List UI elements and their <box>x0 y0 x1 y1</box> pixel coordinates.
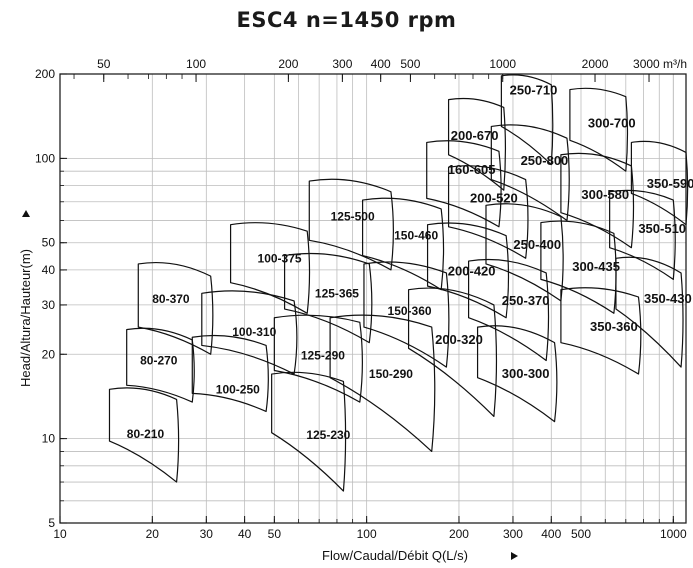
pump-label-80-210: 80-210 <box>127 427 165 441</box>
pump-curve-350-510 <box>609 189 676 280</box>
pump-curve-200-320 <box>407 287 498 418</box>
pump-curve-80-370 <box>137 261 214 355</box>
pump-curve-150-290 <box>329 314 436 453</box>
pump-curve-200-670 <box>447 97 507 191</box>
pump-curves: 80-210 80-270 80-370 100-250 100-310 100-375 1… <box>108 74 693 492</box>
pump-curve-125-230 <box>271 371 347 492</box>
x-tick-label: 50 <box>268 527 282 541</box>
pump-label-125-500: 125-500 <box>331 210 375 224</box>
top-tick-label: 50 <box>97 57 111 71</box>
x-tick-label: 300 <box>503 527 523 541</box>
y-tick-label: 10 <box>42 432 56 446</box>
pump-label-300-435: 300-435 <box>572 259 620 274</box>
pump-curve-100-310 <box>201 290 298 375</box>
x-axis-arrow-icon <box>511 552 518 560</box>
pump-label-200-670: 200-670 <box>451 128 499 143</box>
pump-label-350-590: 350-590 <box>647 176 693 191</box>
chart-title: ESC4 n=1450 rpm <box>236 8 457 32</box>
pump-label-350-430: 350-430 <box>644 291 692 306</box>
y-tick-label: 100 <box>35 151 55 165</box>
top-tick-label: 100 <box>186 57 206 71</box>
x-tick-label: 10 <box>53 527 67 541</box>
pump-label-125-365: 125-365 <box>315 286 359 300</box>
x-tick-label: 30 <box>200 527 214 541</box>
pump-label-350-360: 350-360 <box>590 319 638 334</box>
pump-curve-125-500 <box>308 178 394 271</box>
top-tick-label: 500 <box>400 57 420 71</box>
pump-curve-80-270 <box>126 327 195 403</box>
pump-label-250-370: 250-370 <box>502 293 550 308</box>
x-tick-label: 1000 <box>660 527 687 541</box>
x-axis-label: Flow/Caudal/Débit Q(L/s) <box>322 548 468 563</box>
pump-label-100-375: 100-375 <box>258 251 302 265</box>
pump-curve-250-400 <box>485 203 564 302</box>
pump-label-150-460: 150-460 <box>394 229 438 243</box>
x-tick-label: 400 <box>541 527 561 541</box>
pump-curve-350-430 <box>615 256 684 368</box>
pump-label-250-800: 250-800 <box>521 153 569 168</box>
top-tick-label: 200 <box>278 57 298 71</box>
top-tick-label: 400 <box>371 57 391 71</box>
pump-label-200-520: 200-520 <box>470 190 518 205</box>
pump-label-250-400: 250-400 <box>513 237 561 252</box>
pump-label-300-700: 300-700 <box>588 116 636 131</box>
pump-label-300-300: 300-300 <box>502 366 550 381</box>
pump-label-150-290: 150-290 <box>369 367 413 381</box>
pump-label-125-230: 125-230 <box>306 428 350 442</box>
y-tick-label: 40 <box>42 263 56 277</box>
y-tick-label: 200 <box>35 67 55 81</box>
pump-curve-250-710 <box>500 74 554 166</box>
pump-curve-150-460 <box>361 197 445 291</box>
pump-curve-300-300 <box>476 325 558 423</box>
pump-label-160-605: 160-605 <box>448 162 496 177</box>
pump-curve-350-590 <box>630 140 689 226</box>
pump-label-250-710: 250-710 <box>510 82 558 97</box>
pump-curve-125-290 <box>273 314 363 403</box>
pump-curve-150-360 <box>363 261 450 368</box>
pump-label-125-290: 125-290 <box>301 348 345 362</box>
pump-label-150-360: 150-360 <box>388 304 432 318</box>
pump-curve-300-700 <box>569 87 629 172</box>
top-tick-label: 3000 m³/h <box>633 57 687 71</box>
y-tick-label: 5 <box>48 516 55 530</box>
pump-label-350-510: 350-510 <box>638 221 686 236</box>
x-tick-label: 100 <box>357 527 377 541</box>
pump-curve-125-365 <box>283 252 373 344</box>
x-tick-label: 500 <box>571 527 591 541</box>
pump-curve-200-520 <box>447 165 529 259</box>
pump-label-200-420: 200-420 <box>448 263 496 278</box>
x-tick-label: 40 <box>238 527 252 541</box>
y-tick-label: 50 <box>42 236 56 250</box>
pump-curve-100-375 <box>229 222 311 314</box>
pump-label-200-320: 200-320 <box>435 332 483 347</box>
pump-label-80-370: 80-370 <box>152 292 190 306</box>
pump-curve-300-580 <box>560 152 635 249</box>
grid <box>60 74 686 523</box>
pump-label-100-250: 100-250 <box>216 382 260 396</box>
y-tick-label: 20 <box>42 347 56 361</box>
top-tick-label: 2000 <box>582 57 609 71</box>
plot-area <box>59 73 687 524</box>
pump-curve-200-420 <box>426 222 510 319</box>
x-tick-label: 200 <box>449 527 469 541</box>
top-tick-label: 1000 <box>489 57 516 71</box>
y-axis-label: Head/Altura/Hauteur(m) <box>18 249 33 387</box>
pump-label-300-580: 300-580 <box>581 187 629 202</box>
pump-curve-100-250 <box>191 334 269 413</box>
pump-curve-80-210 <box>108 387 180 483</box>
y-axis-arrow-icon <box>22 210 30 217</box>
y-tick-label: 30 <box>42 298 56 312</box>
pump-curve-250-800 <box>490 124 570 222</box>
top-tick-label: 300 <box>332 57 352 71</box>
pump-label-100-310: 100-310 <box>232 325 276 339</box>
pump-curve-250-370 <box>467 258 550 362</box>
x-tick-label: 20 <box>146 527 160 541</box>
axis-ticks: 10 20 30 40 50 100 200 300 400 500 100051020304050… <box>35 57 687 541</box>
pump-label-80-270: 80-270 <box>140 354 178 368</box>
pump-curve-350-360 <box>560 287 642 375</box>
pump-curve-160-605 <box>426 140 502 228</box>
